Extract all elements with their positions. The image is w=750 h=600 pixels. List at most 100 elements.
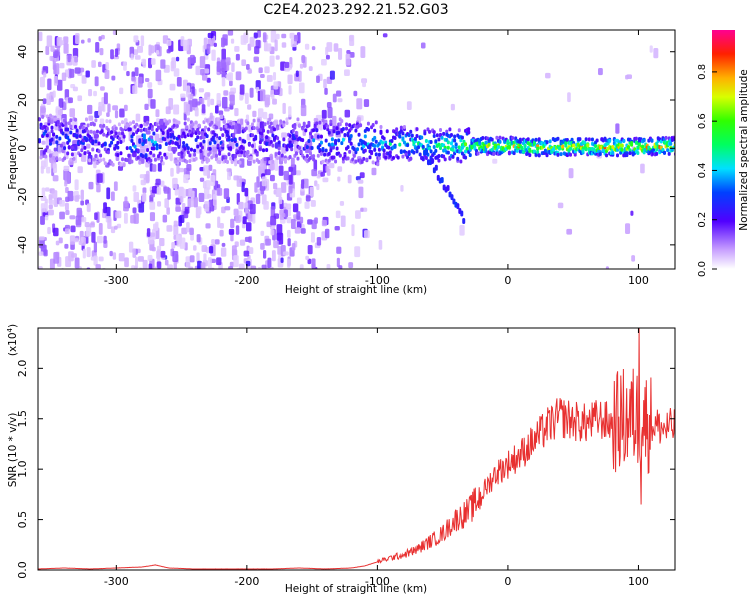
ridge-cell [251, 133, 255, 138]
heatmap-cell [38, 236, 45, 241]
ridge-cell [556, 136, 560, 141]
heatmap-cell [185, 103, 191, 116]
x-tick-label: -300 [104, 274, 129, 287]
heatmap-cell [131, 76, 137, 82]
ridge-cell [409, 129, 413, 134]
heatmap-cell [249, 36, 255, 47]
heatmap-cell [248, 124, 252, 133]
heatmap-cell [157, 162, 162, 172]
ridge-cell [56, 119, 60, 124]
ridge-cell [396, 155, 400, 160]
heatmap-cell [263, 250, 267, 259]
heatmap-cell [189, 227, 194, 235]
spectrogram-x-ticks: -300 -200 -100 0 100 [104, 30, 649, 287]
heatmap-cell [140, 179, 146, 186]
ridge-cell [377, 147, 381, 152]
ridge-cell [460, 135, 464, 140]
ridge-cell [163, 125, 167, 130]
ridge-cell [438, 127, 442, 132]
ridge-cell [338, 153, 342, 158]
x-tick-label: 100 [628, 274, 649, 287]
spectrogram-heatmap [38, 30, 675, 269]
heatmap-cell [344, 69, 350, 77]
heatmap-cell [200, 68, 205, 76]
heatmap-cell [68, 97, 73, 104]
ridge-cell [319, 134, 323, 139]
ridge-cell [193, 152, 197, 157]
heatmap-cell [364, 230, 370, 239]
heatmap-cell [64, 172, 70, 184]
heatmap-cell [133, 213, 139, 224]
heatmap-cell [172, 251, 179, 263]
heatmap-cell [208, 164, 213, 171]
heatmap-cell [119, 108, 125, 118]
heatmap-cell [173, 261, 177, 269]
heatmap-cell [207, 257, 212, 269]
ridge-cell [337, 138, 341, 143]
heatmap-cell [140, 35, 145, 47]
heatmap-cell [53, 75, 58, 86]
ridge-cell [69, 118, 73, 123]
heatmap-cell [371, 167, 377, 176]
heatmap-cell [69, 108, 75, 118]
x-tick-label: -100 [365, 274, 390, 287]
heatmap-cell [331, 115, 337, 128]
heatmap-cell [52, 90, 56, 98]
ridge-cell [669, 141, 673, 146]
heatmap-cell [265, 238, 271, 246]
ridge-cell [323, 152, 327, 157]
ridge-cell [266, 129, 270, 134]
heatmap-cell [273, 81, 279, 90]
ridge-cell [569, 152, 573, 157]
ridge-cell [258, 147, 262, 152]
ridge-cell [393, 144, 397, 149]
ridge-cell [438, 146, 442, 151]
heatmap-cell [266, 43, 272, 52]
ridge-cell [175, 124, 179, 129]
heatmap-cell [296, 211, 301, 220]
heatmap-cell [38, 31, 43, 42]
heatmap-cell [135, 113, 141, 122]
ridge-cell [401, 131, 405, 136]
spectrogram-frame [37, 29, 676, 270]
heatmap-cell [263, 200, 269, 210]
heatmap-cell [166, 207, 170, 215]
heatmap-cell [270, 30, 277, 43]
heatmap-cell [288, 85, 292, 95]
ridge-cell [138, 160, 142, 165]
heatmap-cell [598, 68, 603, 76]
ridge-cell [45, 145, 49, 150]
ridge-cell [507, 151, 511, 156]
heatmap-cell [219, 114, 224, 120]
ridge-cell [534, 137, 538, 142]
heatmap-cell [170, 167, 174, 177]
ridge-cell [95, 134, 99, 139]
ridge-cell [434, 148, 438, 153]
ridge-cell [558, 146, 562, 151]
heatmap-cell [321, 59, 327, 66]
heatmap-cell [276, 224, 283, 235]
ridge-cell [296, 117, 300, 122]
ridge-cell [332, 155, 336, 160]
ridge-cell [432, 130, 436, 135]
ridge-cell [164, 142, 168, 147]
heatmap-cell [214, 239, 220, 245]
heatmap-cell [221, 76, 226, 87]
ridge-cell [240, 121, 244, 126]
heatmap-cell [40, 105, 46, 118]
heatmap-cell [175, 56, 180, 62]
heatmap-cell [248, 69, 253, 74]
ridge-cell [376, 162, 380, 167]
ridge-cell [196, 144, 200, 149]
heatmap-cell [649, 45, 653, 53]
ridge-cell [265, 148, 269, 153]
ridge-cell [319, 140, 323, 145]
ridge-cell [230, 125, 234, 130]
heatmap-cell [231, 62, 235, 72]
ridge-cell [110, 130, 114, 135]
heatmap-cell [283, 170, 290, 181]
ridge-cell [345, 122, 349, 127]
heatmap-cell [99, 47, 104, 56]
heatmap-cell [300, 228, 306, 234]
heatmap-cell [76, 207, 83, 218]
